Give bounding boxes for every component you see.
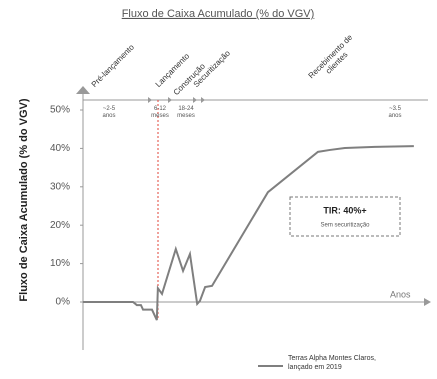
duration-label: 18-24 meses [177, 106, 195, 119]
y-tick-label: 50% [50, 105, 70, 116]
annotation-subtitle: Sem securitização [320, 223, 370, 229]
timeline-arrow [168, 97, 172, 103]
y-tick-label: 20% [50, 220, 70, 231]
x-axis-label: Anos [390, 289, 411, 299]
y-axis-label: Fluxo de Caixa Acumulado (% do VGV) [18, 98, 30, 301]
duration-label: ~3.5 anos [388, 106, 402, 119]
timeline-arrow [193, 97, 197, 103]
x-arrow [424, 298, 431, 306]
chart-title: Fluxo de Caixa Acumulado (% do VGV) [122, 8, 315, 20]
y-tick-label: 0% [56, 297, 71, 308]
legend-label: Terras Alpha Montes Claros, lançado em 2… [288, 355, 376, 371]
timeline-arrow [201, 97, 205, 103]
y-tick-label: 10% [50, 258, 70, 269]
y-tick-label: 40% [50, 143, 70, 154]
annotation-title: TIR: 40%+ [323, 205, 366, 215]
y-arrow [76, 86, 90, 94]
duration-label: ~2-5 anos [102, 106, 116, 119]
timeline-arrow [148, 97, 152, 103]
annotation-box [289, 196, 401, 237]
y-tick-label: 30% [50, 181, 70, 192]
duration-label: 6-12 meses [151, 106, 169, 119]
line [83, 145, 414, 321]
